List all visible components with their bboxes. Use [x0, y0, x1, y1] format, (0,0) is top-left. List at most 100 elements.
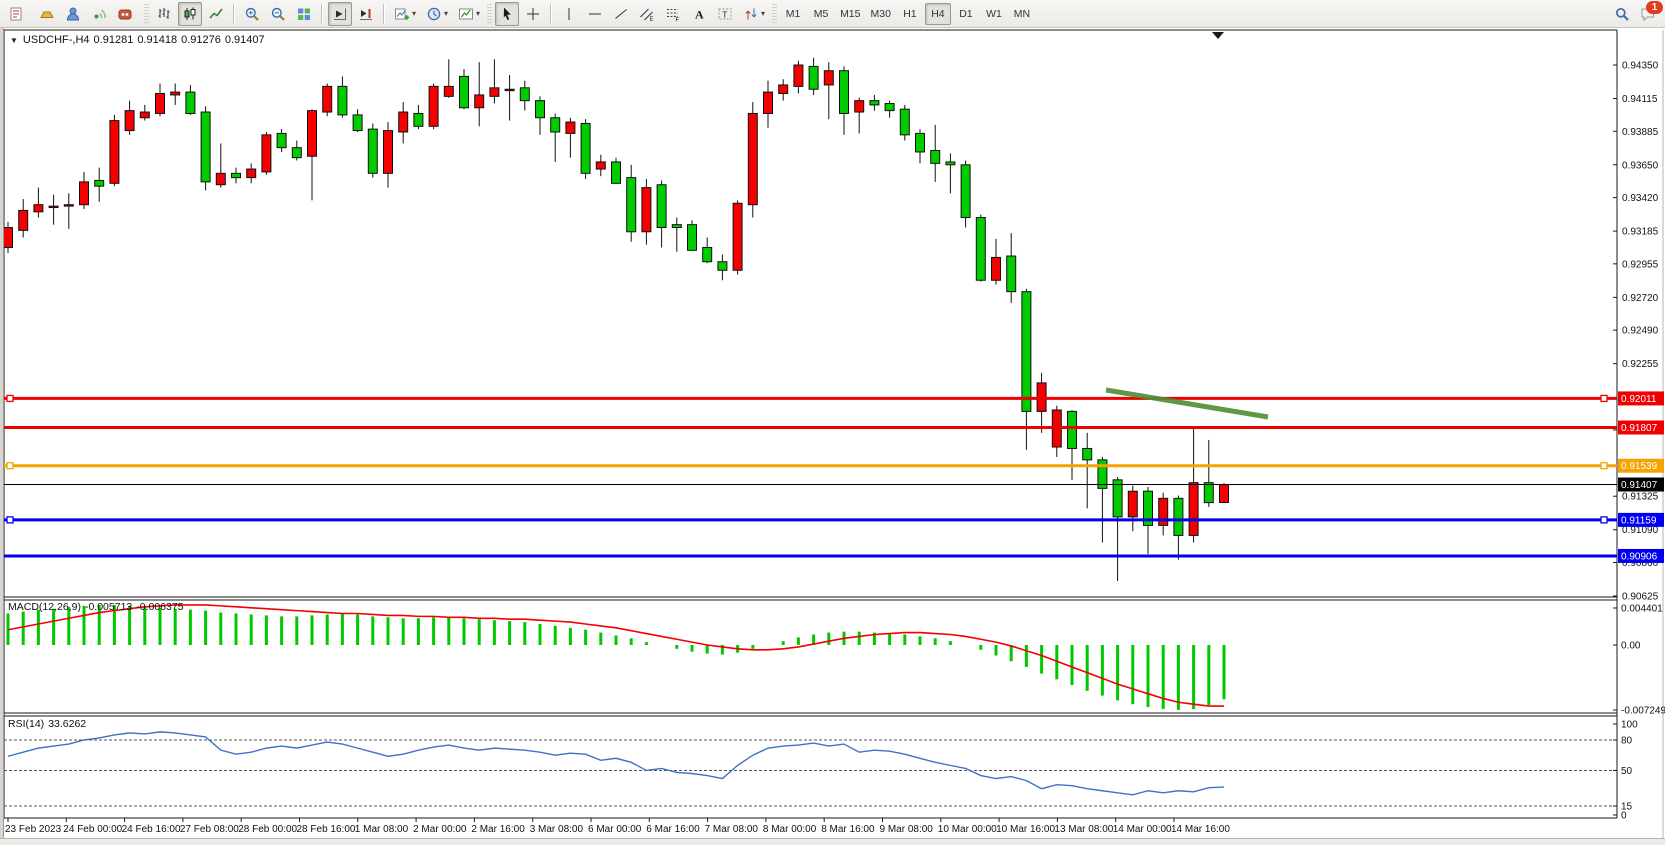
tile-windows-button[interactable]	[292, 2, 316, 26]
rsi-tick-label: 50	[1621, 766, 1633, 777]
text-tool-button[interactable]: A	[687, 2, 711, 26]
market-watch-button[interactable]	[61, 2, 85, 26]
notifications-button[interactable]: 1	[1636, 0, 1663, 26]
tf-button-D1[interactable]: D1	[959, 7, 973, 20]
macd-indicator-label: MACD(12,26,9) -0.005713 -0.006375	[8, 601, 188, 613]
time-tick-label: 10 Mar 00:00	[938, 824, 997, 835]
text-label-icon: T	[718, 8, 732, 19]
notification-badge: 1	[1646, 0, 1663, 14]
toolbar-separator	[550, 3, 553, 24]
toolbar: ▾ ▾ ▾ E F A T ▾ M1 M5 M15 M30 H1 H4 D1 W1 MN 1	[0, 0, 1665, 28]
hline-handle[interactable]	[1600, 394, 1608, 403]
candle-body-bull	[565, 121, 576, 134]
templates-dropdown-icon[interactable]: ▾	[476, 9, 481, 18]
time-tick-label: 6 Mar 16:00	[646, 824, 700, 835]
arrows-tool-icon	[745, 8, 757, 19]
chart-shift-button[interactable]	[354, 2, 378, 26]
candle-body-bull	[854, 100, 865, 113]
chart-shift-icon	[360, 8, 372, 20]
new-chart-dropdown-icon[interactable]: ▾	[412, 9, 417, 18]
time-tick-label: 14 Mar 00:00	[1113, 824, 1172, 835]
candle-body-bear	[1143, 490, 1153, 526]
templates-button[interactable]: ▾	[454, 2, 484, 26]
chart-title-dropdown-icon[interactable]: ▼	[10, 36, 18, 45]
candle-body-bull	[732, 202, 743, 271]
candle-body-bear	[1173, 497, 1184, 536]
gold-bar-button[interactable]	[35, 2, 59, 26]
search-button[interactable]	[1610, 2, 1634, 26]
profiles-clock-dropdown-icon[interactable]: ▾	[444, 9, 449, 18]
candlestick-chart-button[interactable]	[178, 1, 202, 26]
signal-button[interactable]	[87, 2, 111, 26]
profiles-clock-button[interactable]: ▾	[422, 2, 452, 26]
tf-button-M1[interactable]: M1	[785, 7, 801, 20]
rsi-indicator-label: RSI(14) 33.6262	[8, 718, 90, 730]
new-order-button[interactable]	[5, 2, 33, 26]
auto-scroll-button[interactable]	[328, 1, 352, 26]
horizontal-line-button[interactable]	[583, 2, 607, 26]
rsi-name: RSI(14)	[8, 718, 45, 730]
chart-canvas[interactable]	[0, 28, 1665, 845]
candle-body-bear	[352, 114, 363, 132]
tf-button-MN[interactable]: MN	[1013, 7, 1031, 20]
candle-body-bear	[367, 128, 378, 174]
price-badge	[1618, 512, 1664, 527]
chart-low: 0.91276	[181, 34, 221, 46]
price-tick-label: 0.93885	[1622, 127, 1659, 138]
zoom-in-button[interactable]	[240, 2, 264, 26]
fibonacci-button[interactable]: F	[661, 2, 685, 26]
candle-body-bear	[687, 224, 697, 251]
candle-body-bear	[200, 111, 211, 183]
chart-shift-marker[interactable]	[1212, 32, 1224, 39]
trendline-button[interactable]	[609, 2, 633, 26]
crosshair-button[interactable]	[521, 2, 545, 26]
hline-handle[interactable]	[1600, 462, 1608, 470]
time-tick-label: 28 Feb 16:00	[297, 824, 356, 835]
equidistant-channel-button[interactable]: E	[635, 2, 659, 26]
zoom-out-button[interactable]	[266, 2, 290, 26]
autotrading-button[interactable]	[113, 2, 141, 26]
price-badge	[1618, 548, 1664, 563]
rsi-tick-label: 100	[1621, 720, 1638, 731]
hline-handle[interactable]	[6, 516, 14, 524]
candle-body-bull	[1158, 497, 1169, 526]
candle-body-bear	[808, 65, 819, 90]
price-tick-label: 0.90860	[1622, 558, 1659, 569]
line-chart-button[interactable]	[204, 2, 228, 26]
candle-body-bear	[1021, 291, 1032, 412]
candle-body-bull	[428, 85, 439, 127]
tf-button-M15[interactable]: M15	[840, 7, 861, 20]
tf-button-M30[interactable]: M30	[870, 7, 891, 20]
price-tick-label: 0.94350	[1622, 61, 1659, 72]
search-icon	[1615, 7, 1629, 21]
trend-arrow[interactable]	[1105, 387, 1269, 420]
tf-button-W1[interactable]: W1	[986, 7, 1002, 20]
new-chart-button[interactable]: ▾	[390, 2, 420, 26]
candle-body-bull	[474, 94, 485, 109]
hline-handle[interactable]	[6, 394, 14, 403]
vertical-line-button[interactable]	[557, 2, 581, 26]
candle-body-bear	[915, 132, 925, 153]
price-tick-label: 0.93420	[1622, 193, 1659, 204]
rsi-tick-label: 15	[1621, 801, 1633, 812]
hline-handle[interactable]	[6, 462, 14, 470]
price-tick-label: 0.90625	[1622, 591, 1659, 602]
tf-button-H4[interactable]: H4	[924, 2, 951, 25]
arrows-tool-button[interactable]: ▾	[739, 2, 769, 26]
tf-button-H1[interactable]: H1	[903, 7, 917, 20]
candle-body-bear	[231, 172, 241, 179]
zoom-out-icon	[271, 7, 285, 21]
macd-signal-line	[7, 604, 1224, 707]
candle-body-bear	[337, 85, 348, 116]
hline-handle[interactable]	[1600, 516, 1608, 524]
time-tick-label: 24 Feb 00:00	[63, 824, 122, 835]
arrows-tool-dropdown-icon[interactable]: ▾	[761, 9, 766, 18]
candle-body-bull	[109, 120, 120, 184]
cursor-button[interactable]	[495, 1, 520, 26]
candle-body-bull	[33, 204, 44, 213]
candle-body-bull	[48, 205, 59, 209]
text-label-button[interactable]: T	[713, 2, 737, 26]
bar-chart-button[interactable]	[152, 2, 176, 26]
tf-button-M5[interactable]: M5	[813, 7, 829, 20]
candle-body-bull	[823, 70, 834, 86]
